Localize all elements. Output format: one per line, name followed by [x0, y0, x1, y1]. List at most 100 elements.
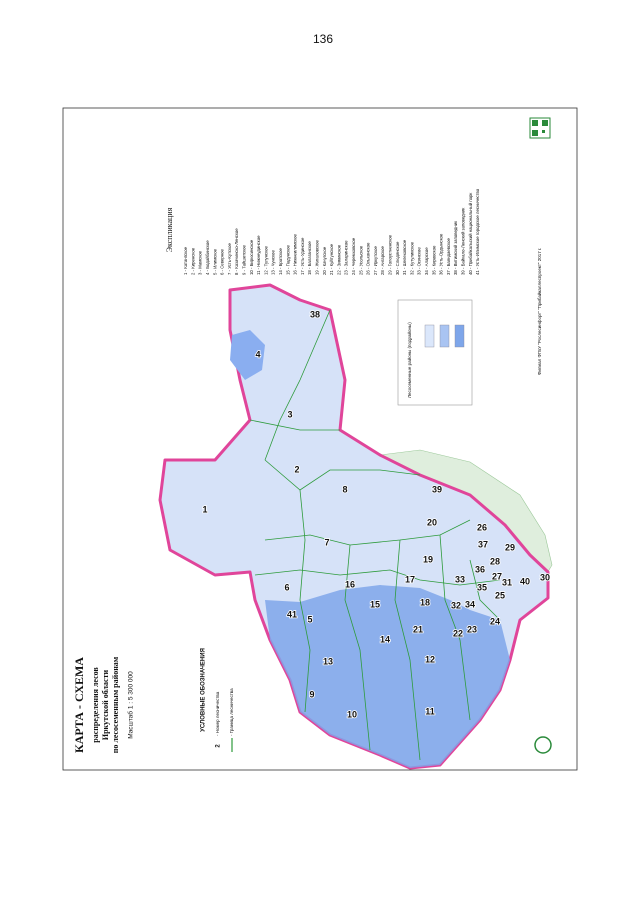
explication-item: 15 - Падунское: [285, 244, 290, 275]
region-number: 25: [495, 590, 505, 600]
map-scale: Масштаб 1 : 5 300 000: [127, 671, 135, 739]
explication-item: 37 - Баяндаевское: [446, 238, 451, 275]
explication-item: 35 - Кировское: [431, 245, 436, 275]
seed-legend-heading: Лесосеменные районы (подрайоны): [406, 322, 412, 398]
explication-item: 10 - Бирюсинское: [249, 239, 254, 275]
region-number: 21: [413, 624, 423, 634]
region-number: 39: [432, 484, 442, 494]
explication-item: 1 - Катангское: [183, 246, 188, 275]
logo: [534, 736, 552, 754]
region-number: 32: [451, 600, 461, 610]
region-number: 31: [502, 577, 512, 587]
explication-item: 2 - Киренское: [190, 247, 195, 275]
region-number: 12: [425, 654, 435, 664]
explication-item: 29 - Голоустненское: [388, 234, 393, 275]
region-number: 19: [423, 554, 433, 564]
region-number: 24: [490, 616, 500, 626]
map-subtitle: Иркутской области: [101, 669, 110, 740]
region-number: 36: [475, 564, 485, 574]
legend-number-text: - Номер лесничества: [215, 691, 220, 736]
seed-zone-dark: [265, 585, 510, 768]
region-number: 16: [345, 579, 355, 589]
explication-item: 39 - Байкало-Ленский заповедник: [461, 208, 466, 275]
explication-item: 3 - Мамское: [198, 250, 203, 275]
explication-item: 38 - Витимский заповедник: [453, 221, 458, 275]
region-number: 18: [420, 597, 430, 607]
region-number: 7: [324, 537, 329, 547]
explication-item: 14 - Братское: [278, 248, 283, 275]
explication-item: 21 - Куйтунское: [329, 243, 334, 275]
explication-item: 13 - Чунское: [271, 250, 276, 275]
map-subtitle: распределения лесов: [91, 667, 100, 743]
explication-item: 33 - Осинское: [417, 247, 422, 275]
region-number: 38: [310, 309, 320, 319]
region-number: 40: [520, 576, 530, 586]
map-subtitle: по лесосеменным районам: [111, 656, 120, 753]
region-number: 34: [465, 599, 475, 609]
region-number: 17: [405, 574, 415, 584]
explication-item: 36 - Усть-Ордынское: [439, 233, 444, 275]
region-number: 10: [347, 709, 357, 719]
explication-item: 16 - Нижнеилимское: [293, 234, 298, 275]
district-borders: [249, 309, 501, 761]
seed-legend-box: [397, 299, 473, 406]
explication-item: 18 - Балаганское: [307, 241, 312, 275]
region-number: 35: [477, 582, 487, 592]
region-number: 37: [478, 539, 488, 549]
region-number: 22: [453, 628, 463, 638]
seed-swatch: [454, 324, 465, 348]
map-footer: Филиал ФГБУ "Рослесинфорг" "Прибайкаллес…: [536, 248, 542, 375]
explication-item: 25 - Усольское: [358, 245, 363, 275]
legend-number-symbol: 2: [216, 744, 222, 748]
region-number: 13: [323, 656, 333, 666]
region-number: 29: [505, 542, 515, 552]
explication-item: 34 - Аларское: [424, 247, 429, 275]
region-number: 11: [425, 706, 435, 716]
explication-item: 19 - Жигаловское: [315, 240, 320, 275]
explication-item: 32 - Кутуликское: [409, 241, 414, 275]
explication-item: 17 - Усть-Удинское: [300, 237, 305, 275]
seed-zone-north: [230, 330, 265, 380]
explication-item: 8 - Казачинско-Ленское: [234, 228, 239, 275]
explication-item: 7 - Усть-Кутское: [227, 243, 232, 275]
explication-item: 30 - Слюдянское: [395, 241, 400, 275]
seed-swatch: [424, 324, 435, 348]
page-number: 136: [313, 32, 333, 46]
region-number: 14: [380, 634, 390, 644]
qr-code: [529, 117, 551, 139]
region-number: 28: [490, 556, 500, 566]
legend-heading: УСЛОВНЫЕ ОБОЗНАЧЕНИЯ: [201, 648, 207, 732]
region-number: 2: [294, 464, 299, 474]
explication-item: 28 - Ангарское: [380, 245, 385, 275]
map-title: КАРТА - СХЕМА: [72, 657, 86, 753]
explication-item: 22 - Зиминское: [336, 244, 341, 275]
seed-swatch: [439, 324, 450, 348]
explication-item: 12 - Тулунское: [263, 245, 268, 275]
region-number: 33: [455, 574, 465, 584]
region-number: 41: [287, 609, 297, 619]
explication-item: 6 - Северное: [220, 249, 225, 275]
explication-item: 11 - Нижнеудинское: [256, 235, 261, 275]
region-number: 6: [284, 582, 289, 592]
region-number: 30: [540, 572, 550, 582]
region-number: 9: [309, 689, 314, 699]
explication-item: 24 - Черемховское: [351, 237, 356, 275]
explication-item: 5 - Илимское: [212, 248, 217, 275]
region-number: 4: [255, 349, 260, 359]
explication-item: 41 - Усть-Илимское городское лесничество: [475, 188, 480, 275]
region-number: 26: [477, 522, 487, 532]
explication-item: 9 - Тайшетское: [242, 244, 247, 275]
explication-item: 20 - Качугское: [322, 246, 327, 275]
region-number: 20: [427, 517, 437, 527]
region-number: 15: [370, 599, 380, 609]
explication-item: 31 - Шелеховское: [402, 239, 407, 275]
legend-border-text: - Граница лесничества: [229, 688, 234, 736]
explication-heading: Экспликация: [165, 207, 174, 252]
explication-item: 27 - Иркутское: [373, 245, 378, 275]
region-number: 3: [287, 409, 292, 419]
explication-item: 23 - Заларинское: [344, 240, 349, 275]
explication-item: 40 - Прибайкальский национальный парк: [468, 193, 473, 275]
region-number: 23: [467, 624, 477, 634]
region-number: 5: [307, 614, 312, 624]
